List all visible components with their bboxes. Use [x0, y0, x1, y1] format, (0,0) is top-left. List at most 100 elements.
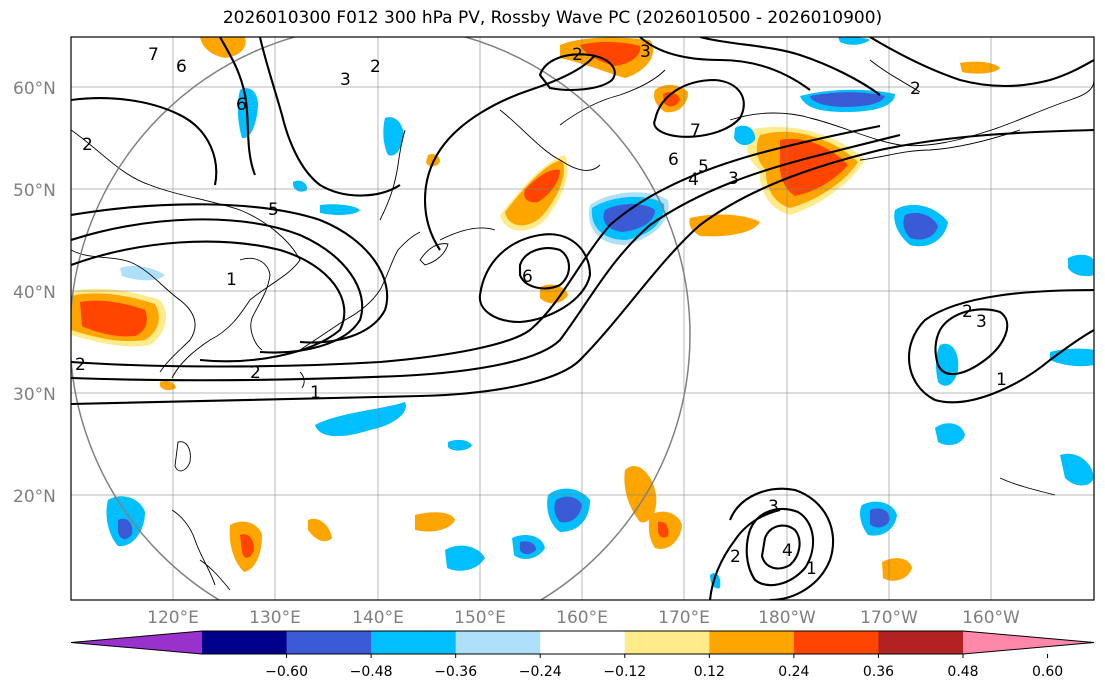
contour-label: 5 — [698, 157, 709, 177]
lon-label: 130°E — [249, 608, 301, 628]
pv-negative-area — [935, 423, 965, 446]
colorbar-segment — [709, 631, 795, 654]
coastline — [439, 227, 496, 241]
colorbar-segment — [540, 631, 626, 654]
pv-negative-area — [1060, 453, 1094, 486]
lon-label: 160°W — [962, 608, 1020, 628]
contour-line — [653, 78, 745, 138]
pv-negative-area — [838, 37, 870, 45]
contour-label: 2 — [730, 547, 741, 567]
coastline — [999, 477, 1056, 496]
latitude-labels: 60°N 50°N 40°N 30°N 20°N — [13, 79, 56, 507]
contour-label: 4 — [782, 541, 793, 561]
contour-label: 3 — [728, 169, 739, 189]
coastline — [71, 249, 196, 373]
coastline — [729, 79, 1094, 147]
colorbar-tick-label: 0.24 — [778, 664, 809, 680]
contour-label: 1 — [996, 370, 1007, 390]
colorbar-segment — [793, 631, 879, 654]
lat-label: 50°N — [13, 181, 56, 201]
lat-label: 40°N — [13, 283, 56, 303]
contour-label: 2 — [962, 302, 973, 322]
pv-positive-area — [663, 92, 680, 107]
pv-negative-area — [520, 541, 536, 555]
pv-positive-area — [524, 169, 560, 203]
contour-line — [639, 37, 811, 91]
lon-label: 120°E — [147, 608, 199, 628]
contour-line — [71, 218, 364, 354]
colorbar-segment — [71, 631, 202, 654]
coastline — [239, 257, 271, 351]
pv-positive-area — [658, 521, 669, 538]
lon-label: 150°E — [454, 608, 506, 628]
contour-line — [71, 128, 1094, 406]
colorbar-segment — [624, 631, 710, 654]
contour-line — [745, 507, 815, 587]
contour-line — [518, 247, 571, 290]
colorbar-segment — [963, 631, 1094, 654]
colorbar-tick-label: −0.24 — [519, 664, 562, 680]
lon-label: 160°E — [556, 608, 608, 628]
contour-line — [71, 203, 389, 344]
lat-label: 20°N — [13, 487, 56, 507]
coastline — [171, 509, 216, 586]
colorbar-outline — [70, 630, 1095, 655]
contour-label: 2 — [910, 79, 921, 99]
contour-label: 3 — [640, 42, 651, 62]
coastline — [174, 441, 191, 472]
pv-positive-area — [240, 534, 254, 558]
lon-label: 170°W — [860, 608, 918, 628]
colorbar-tick-label: −0.48 — [350, 664, 393, 680]
contour-label: 1 — [806, 559, 817, 579]
map-title: 2026010300 F012 300 hPa PV, Rossby Wave … — [222, 8, 883, 28]
contour-line — [71, 97, 218, 186]
lat-label: 60°N — [13, 79, 56, 99]
contour-label: 2 — [75, 355, 86, 375]
contour-label: 1 — [226, 270, 237, 290]
contour-line — [538, 53, 616, 91]
contour-line — [219, 37, 256, 176]
pv-positive-area — [200, 37, 246, 58]
colorbar-segment — [878, 631, 964, 654]
pv-negative-area — [554, 496, 582, 523]
pv-negative-area — [120, 265, 165, 281]
coastline — [299, 231, 421, 351]
pv-negative-area — [810, 92, 885, 107]
contour-label: 6 — [236, 95, 247, 115]
coastline — [859, 129, 1021, 161]
contour-label: 3 — [976, 312, 987, 332]
pv-negative-area — [935, 343, 959, 386]
contour-line — [729, 487, 835, 600]
contour-label: 4 — [688, 170, 699, 190]
colorbar-tick-label: 0.60 — [1032, 664, 1063, 680]
contour-label: 2 — [572, 45, 583, 65]
lat-label: 30°N — [13, 385, 56, 405]
colorbar — [70, 630, 1095, 655]
colorbar-segment — [202, 631, 288, 654]
contour-line — [478, 233, 592, 324]
pv-positive-area — [80, 300, 147, 337]
contour-line — [71, 124, 881, 368]
coastline — [379, 129, 406, 221]
contour-label: 7 — [148, 45, 159, 65]
colorbar-tick-label: −0.12 — [603, 664, 646, 680]
coastline — [419, 243, 449, 266]
coastlines — [71, 59, 1094, 591]
coastline — [869, 59, 921, 93]
lon-label: 140°E — [352, 608, 404, 628]
contour-label: 3 — [768, 497, 779, 517]
contour-line — [258, 37, 401, 197]
contour-label: 6 — [668, 150, 679, 170]
pv-negative-area — [870, 508, 890, 528]
colorbar-segment — [371, 631, 457, 654]
colorbar-segment — [455, 631, 541, 654]
pv-positive-area — [960, 61, 1000, 74]
pv-negative-area — [383, 117, 404, 156]
contour-labels: 7 6 2 3 2 6 5 1 2 1 2 3 2 7 6 5 4 3 6 2 … — [75, 42, 1007, 579]
contour-line — [869, 37, 1094, 88]
colorbar-tick-label: 0.12 — [694, 664, 725, 680]
reference-circle — [71, 37, 691, 600]
contour-line — [424, 54, 596, 251]
contour-label: 6 — [176, 57, 187, 77]
